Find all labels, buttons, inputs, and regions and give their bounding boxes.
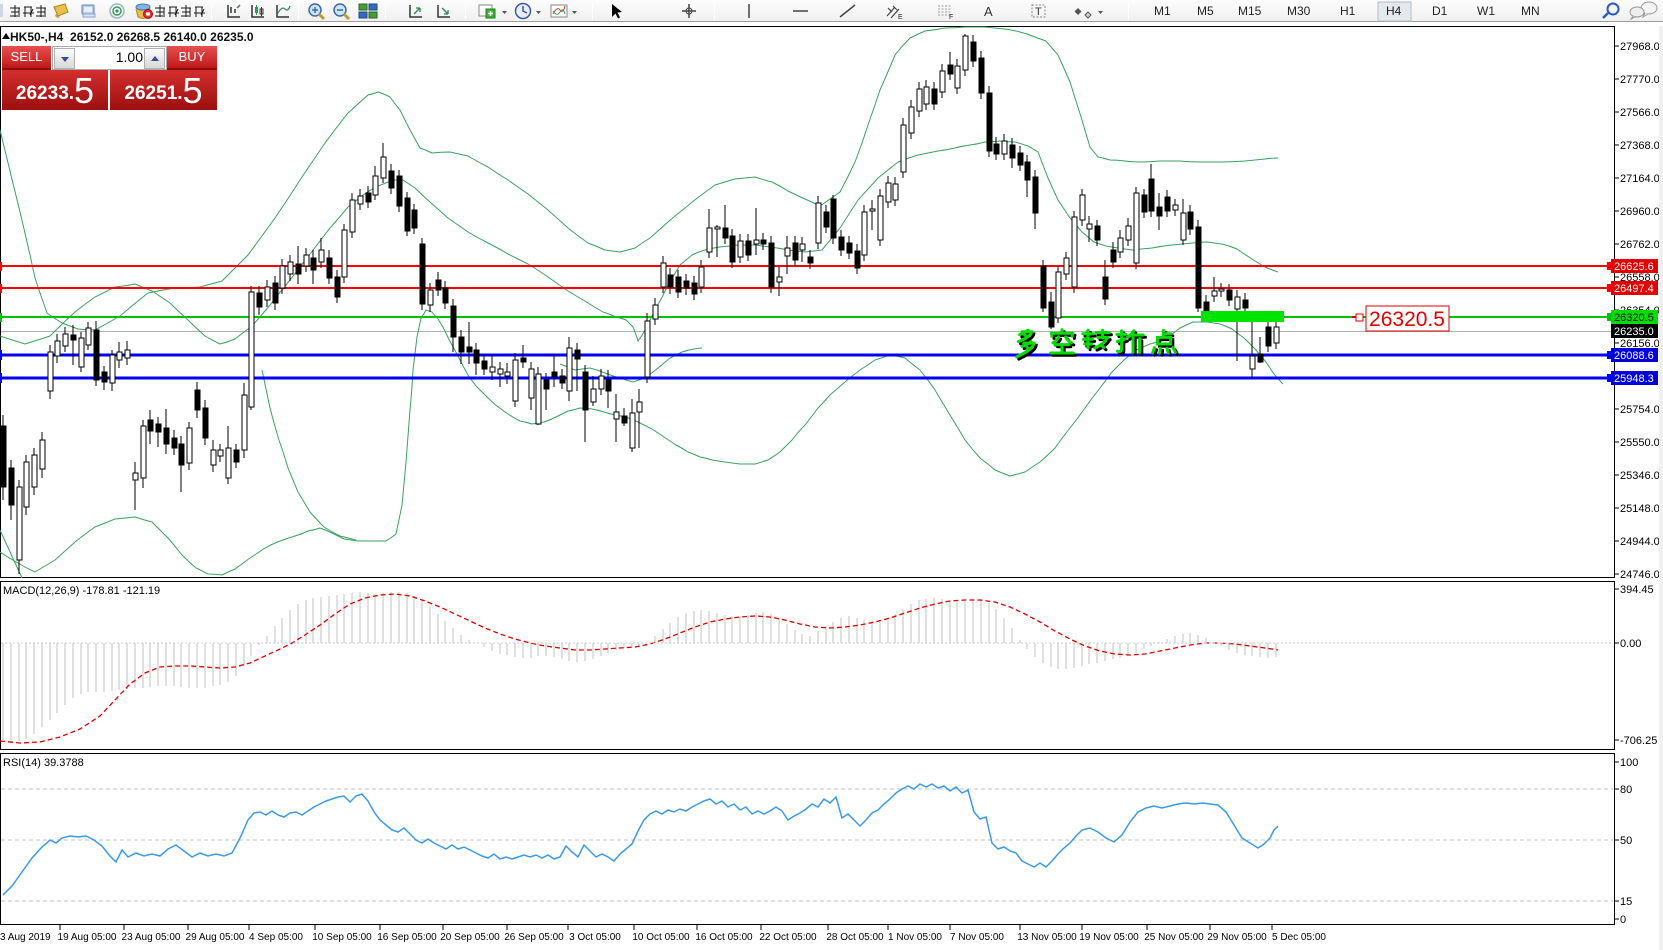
svg-text:26625.6: 26625.6	[1614, 261, 1654, 273]
svg-text:M30: M30	[1287, 4, 1311, 18]
svg-text:80: 80	[1620, 784, 1632, 796]
svg-text:W1: W1	[1477, 4, 1495, 18]
svg-text:5 Dec 05:00: 5 Dec 05:00	[1272, 932, 1326, 943]
svg-text:25550.0: 25550.0	[1620, 437, 1660, 449]
svg-text:16 Sep 05:00: 16 Sep 05:00	[377, 932, 437, 943]
svg-text:19 Nov 05:00: 19 Nov 05:00	[1079, 932, 1139, 943]
svg-text:20 Sep 05:00: 20 Sep 05:00	[440, 932, 500, 943]
svg-text:M1: M1	[1154, 4, 1171, 18]
svg-text:M15: M15	[1238, 4, 1262, 18]
svg-text:F: F	[949, 14, 953, 21]
svg-text:26320.5: 26320.5	[1614, 312, 1654, 324]
svg-text:100: 100	[1620, 757, 1638, 769]
svg-text:4 Sep 05:00: 4 Sep 05:00	[249, 932, 303, 943]
svg-text:27164.0: 27164.0	[1620, 173, 1660, 185]
svg-text:16 Oct 05:00: 16 Oct 05:00	[695, 932, 753, 943]
svg-text:3 Oct 05:00: 3 Oct 05:00	[569, 932, 621, 943]
svg-text:1 Nov 05:00: 1 Nov 05:00	[888, 932, 942, 943]
svg-text:26320.5: 26320.5	[1369, 308, 1445, 331]
svg-text:28 Oct 05:00: 28 Oct 05:00	[826, 932, 884, 943]
svg-text:D1: D1	[1432, 4, 1448, 18]
svg-text:26156.0: 26156.0	[1620, 338, 1660, 350]
svg-text:24746.0: 24746.0	[1620, 569, 1660, 581]
svg-text:25148.0: 25148.0	[1620, 503, 1660, 515]
svg-text:T: T	[1035, 6, 1042, 18]
svg-text:0.00: 0.00	[1620, 638, 1641, 650]
svg-text:26 Sep 05:00: 26 Sep 05:00	[504, 932, 564, 943]
svg-text:27368.0: 27368.0	[1620, 140, 1660, 152]
svg-text:24944.0: 24944.0	[1620, 536, 1660, 548]
svg-text:26088.6: 26088.6	[1614, 350, 1654, 362]
svg-text:0: 0	[1620, 914, 1626, 926]
svg-text:MACD(12,26,9) -178.81 -121.19: MACD(12,26,9) -178.81 -121.19	[3, 585, 160, 597]
svg-text:H1: H1	[1340, 4, 1356, 18]
svg-text:23 Aug 05:00: 23 Aug 05:00	[122, 932, 181, 943]
svg-text:RSI(14) 39.3788: RSI(14) 39.3788	[3, 757, 84, 769]
svg-text:19 Aug 05:00: 19 Aug 05:00	[58, 932, 117, 943]
svg-text:394.45: 394.45	[1620, 584, 1654, 596]
svg-text:22 Oct 05:00: 22 Oct 05:00	[759, 932, 817, 943]
svg-text:29 Aug 05:00: 29 Aug 05:00	[186, 932, 245, 943]
svg-text:27566.0: 27566.0	[1620, 107, 1660, 119]
svg-text:26497.4: 26497.4	[1614, 283, 1654, 295]
svg-text:25 Nov 05:00: 25 Nov 05:00	[1144, 932, 1204, 943]
svg-text:26235.0: 26235.0	[1614, 326, 1654, 338]
svg-text:27770.0: 27770.0	[1620, 74, 1660, 86]
svg-text:50: 50	[1620, 835, 1632, 847]
svg-text:25346.0: 25346.0	[1620, 470, 1660, 482]
svg-text:25948.3: 25948.3	[1614, 373, 1654, 385]
svg-text:10 Oct 05:00: 10 Oct 05:00	[632, 932, 690, 943]
svg-text:A: A	[984, 4, 993, 19]
svg-text:29 Nov 05:00: 29 Nov 05:00	[1207, 932, 1267, 943]
svg-text:E: E	[898, 14, 903, 21]
svg-text:26762.0: 26762.0	[1620, 239, 1660, 251]
svg-text:25754.0: 25754.0	[1620, 404, 1660, 416]
svg-text:10 Sep 05:00: 10 Sep 05:00	[312, 932, 372, 943]
svg-text:MN: MN	[1521, 4, 1540, 18]
svg-text:13 Nov 05:00: 13 Nov 05:00	[1017, 932, 1077, 943]
svg-text:27968.0: 27968.0	[1620, 41, 1660, 53]
svg-text:15: 15	[1620, 896, 1632, 908]
svg-text:M5: M5	[1197, 4, 1214, 18]
svg-text:H4: H4	[1386, 4, 1402, 18]
svg-text:-706.25: -706.25	[1620, 735, 1657, 747]
svg-text:3 Aug 2019: 3 Aug 2019	[0, 932, 51, 943]
svg-text:7 Nov 05:00: 7 Nov 05:00	[950, 932, 1004, 943]
svg-text:26960.0: 26960.0	[1620, 206, 1660, 218]
